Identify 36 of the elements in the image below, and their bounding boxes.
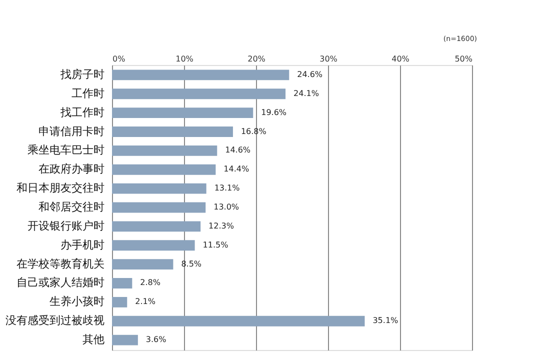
- y-tick-label: 和邻居交往时: [38, 200, 104, 214]
- y-tick-label: 找房子时: [60, 68, 104, 81]
- data-label: 24.6%: [297, 70, 323, 79]
- data-label: 11.5%: [202, 240, 229, 250]
- x-tick-label: 50%: [454, 54, 473, 64]
- data-label: 14.6%: [225, 146, 251, 155]
- data-label: 2.1%: [135, 297, 156, 306]
- y-tick-label: 在学校等教育机关: [16, 257, 104, 270]
- x-tick-label: 40%: [392, 54, 410, 64]
- y-tick-label: 找工作时: [60, 106, 104, 119]
- y-tick-label: 工作时: [72, 86, 104, 100]
- y-tick-label: 乘坐电车巴士时: [28, 144, 104, 157]
- x-tick-label: 0%: [112, 54, 126, 64]
- y-tick-label: 和日本朋友交往时: [16, 182, 104, 195]
- y-tick-label: 办手机时: [60, 238, 104, 252]
- y-tick-label: 生养小孩时: [50, 295, 104, 308]
- data-label: 13.0%: [214, 202, 240, 212]
- data-label: 24.1%: [294, 88, 320, 98]
- data-label: 16.8%: [240, 126, 267, 136]
- y-tick-label: 没有感受到过被歧视: [6, 314, 104, 328]
- data-label: 13.1%: [214, 184, 240, 193]
- y-tick-label: 自己或家人结婚时: [16, 276, 104, 290]
- y-tick-label: 其他: [82, 333, 104, 346]
- y-tick-label: 在政府办事时: [38, 162, 104, 176]
- x-tick-label: 30%: [320, 54, 338, 64]
- data-label: 12.3%: [208, 221, 234, 230]
- data-label: 35.1%: [372, 316, 399, 326]
- data-label: 19.6%: [261, 108, 287, 117]
- x-tick-label: 20%: [248, 54, 266, 64]
- y-tick-label: 开设银行账户时: [28, 219, 104, 232]
- data-label: 14.4%: [224, 164, 250, 174]
- x-tick-label: 10%: [176, 54, 194, 64]
- y-tick-label: 申请信用卡时: [38, 124, 104, 138]
- data-label: 2.8%: [140, 278, 161, 288]
- data-label: 8.5%: [181, 259, 202, 268]
- data-label: 3.6%: [146, 335, 167, 344]
